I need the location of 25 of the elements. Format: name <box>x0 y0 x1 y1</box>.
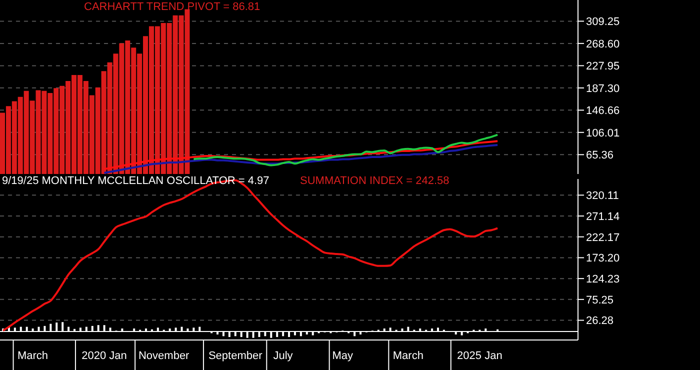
x-tick-label: March <box>17 350 48 362</box>
x-tick-label: November <box>138 350 190 362</box>
y-tick-label: 320.11 <box>586 190 619 202</box>
y-tick-label: 227.95 <box>586 60 620 73</box>
chart-title: CARHARTT TREND PIVOT = 86.81 <box>84 1 260 13</box>
y-tick-label: 106.01 <box>586 127 620 140</box>
x-tick-label: 2025 Jan <box>457 350 502 362</box>
x-tick-label: 2020 Jan <box>82 350 127 362</box>
y-tick-label: 65.36 <box>586 150 614 162</box>
y-tick-label: 222.17 <box>586 232 620 244</box>
y-tick-label: 268.60 <box>586 38 620 50</box>
chart-title: 9/19/25 MONTHLY MCCLELLAN OSCILLATOR = 4.97 <box>2 175 270 187</box>
x-tick-label: May <box>332 350 354 362</box>
y-tick-label: 146.66 <box>586 105 620 118</box>
y-tick-label: 124.23 <box>586 273 620 286</box>
y-tick-label: 271.14 <box>586 210 620 223</box>
y-tick-label: 173.20 <box>586 252 620 265</box>
x-tick-label: July <box>273 350 294 362</box>
y-tick-label: 75.25 <box>586 294 614 306</box>
y-tick-label: 187.30 <box>586 82 620 95</box>
x-tick-label: September <box>208 350 263 362</box>
y-tick-label: 26.28 <box>586 315 614 328</box>
chart-subtitle: SUMMATION INDEX = 242.58 <box>300 175 450 187</box>
y-tick-label: 309.25 <box>586 16 620 28</box>
x-tick-label: March <box>392 350 424 362</box>
